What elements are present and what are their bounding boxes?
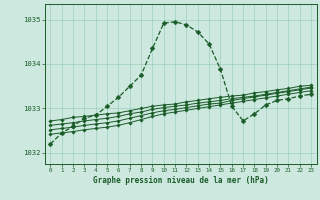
- X-axis label: Graphe pression niveau de la mer (hPa): Graphe pression niveau de la mer (hPa): [93, 176, 269, 185]
